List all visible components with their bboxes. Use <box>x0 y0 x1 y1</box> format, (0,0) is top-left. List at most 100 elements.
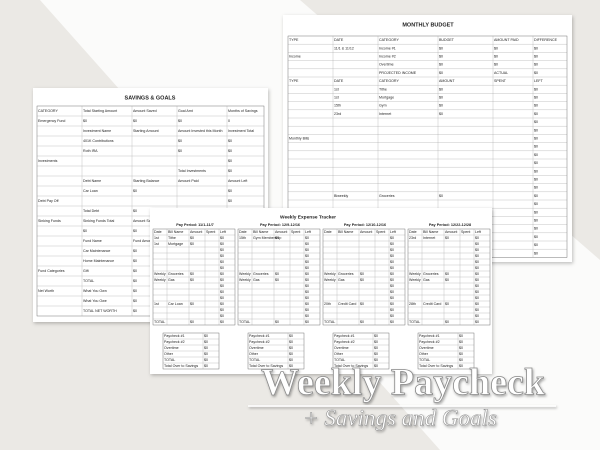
table-cell: $0 <box>534 210 538 214</box>
period-title: Pay Period: 11/1-11/7 <box>176 223 214 227</box>
table-cell: $0 <box>390 248 394 252</box>
table-cell: Paycheck #2 <box>419 340 440 344</box>
table-cell: $0 <box>360 320 364 324</box>
table-cell: $0 <box>439 87 443 91</box>
table-cell: Date <box>239 230 247 234</box>
table-cell: SPENT <box>494 79 507 83</box>
table-cell: Paycheck #1 <box>164 334 185 338</box>
table-cell: $0 <box>494 63 498 67</box>
table-cell: $0 <box>439 194 443 198</box>
table-cell: $0 <box>220 236 224 240</box>
table-cell: Paycheck #1 <box>334 334 355 338</box>
table-cell: $0 <box>360 278 364 282</box>
table-cell: Goal Amt <box>178 109 193 113</box>
table-cell: $0 <box>534 169 538 173</box>
table-cell: $0 <box>275 272 279 276</box>
table-cell: $0 <box>305 248 309 252</box>
table-cell: $0 <box>534 112 538 116</box>
table-cell: $0 <box>475 278 479 282</box>
table-cell: $0 <box>289 352 293 356</box>
table-cell: $0 <box>133 309 137 313</box>
table-cell: $0 <box>305 278 309 282</box>
table-cell: $0 <box>390 302 394 306</box>
table-cell: Amount Saved <box>133 109 157 113</box>
table-cell: Monthly Bills <box>289 136 309 140</box>
table-cell: $0 <box>190 320 194 324</box>
banner-subtitle: + Savings and Goals <box>303 405 497 430</box>
table-cell: $0 <box>220 260 224 264</box>
table-cell: $0 <box>534 235 538 239</box>
table-cell: Total Over to Savings <box>334 364 368 368</box>
table-cell: $0 <box>459 364 463 368</box>
table-cell: $0 <box>289 340 293 344</box>
table-cell: Left <box>475 230 481 234</box>
table-cell: Gift <box>83 269 89 273</box>
table-cell: $0 <box>390 308 394 312</box>
table-cell: $0 <box>305 308 309 312</box>
table-cell: $0 <box>305 254 309 258</box>
table-cell: Mortgage <box>168 242 183 246</box>
table-cell: $0 <box>133 249 137 253</box>
table-cell: $0 <box>534 153 538 157</box>
table-cell: Total Over to Savings <box>249 364 283 368</box>
table-cell: Paycheck #2 <box>249 340 270 344</box>
table-cell: $0 <box>459 352 463 356</box>
table-cell: Weekly <box>409 272 421 276</box>
table-cell: $0 <box>390 266 394 270</box>
table-cell: $0 <box>228 199 232 203</box>
table-cell: 401K Contributions <box>83 139 114 143</box>
table-cell: TOTAL <box>239 320 250 324</box>
table-cell: $0 <box>390 320 394 324</box>
table-cell: Overtime <box>164 346 179 350</box>
table-cell: Total Over to Savings <box>419 364 453 368</box>
table-cell: $0 <box>445 236 449 240</box>
table-cell: $0 <box>190 302 194 306</box>
table-cell: TOTAL <box>334 358 345 362</box>
table-cell: $0 <box>190 278 194 282</box>
table-cell: $0 <box>220 272 224 276</box>
table-cell: $0 <box>133 189 137 193</box>
table-cell: $0 <box>374 352 378 356</box>
table-cell: $0 <box>534 120 538 124</box>
table-cell: $0 <box>439 54 443 58</box>
table-cell: AMOUNT <box>439 79 455 83</box>
table-cell: Sinking Funds <box>38 219 61 223</box>
table-cell: $0 <box>534 251 538 255</box>
banner-title: Weekly Paycheck <box>261 362 546 404</box>
table-cell: Weekly <box>324 278 336 282</box>
table-cell: Months of Savings <box>228 109 258 113</box>
table-cell: $0 <box>439 71 443 75</box>
table-cell: $0 <box>390 314 394 318</box>
table-cell: $0 <box>475 284 479 288</box>
table-cell: $0 <box>305 260 309 264</box>
table-cell: Gas <box>168 278 175 282</box>
table-cell: CATEGORY <box>379 38 399 42</box>
table-cell: $0 <box>534 136 538 140</box>
table-cell: $0 <box>534 71 538 75</box>
table-cell: Overtime <box>334 346 349 350</box>
table-cell: $0 <box>289 334 293 338</box>
table-cell: Bill Name <box>253 230 268 234</box>
table-cell: $0 <box>445 272 449 276</box>
table-cell: Weekly <box>324 272 336 276</box>
table-cell: $0 <box>289 364 293 368</box>
table-cell: Gym <box>379 104 387 108</box>
table-cell: $0 <box>228 139 232 143</box>
table-cell: $0 <box>439 112 443 116</box>
table-cell: $0 <box>475 302 479 306</box>
table-cell: AMOUNT PAID <box>494 38 519 42</box>
table-cell: TOTAL <box>409 320 420 324</box>
table-cell: DIFFERENCE <box>534 38 558 42</box>
table-cell: $0 <box>475 248 479 252</box>
table-cell: $0 <box>534 161 538 165</box>
table-cell: Internet <box>423 236 435 240</box>
table-cell: Home Maintenance <box>83 259 114 263</box>
sheet-title: SAVINGS & GOALS <box>125 95 176 101</box>
table-cell: CATEGORY <box>379 79 399 83</box>
table-cell: TOTAL <box>83 279 94 283</box>
table-cell: 20th <box>324 302 331 306</box>
table-cell: $0 <box>475 296 479 300</box>
table-cell: TOTAL <box>164 358 175 362</box>
table-cell: Gas <box>423 278 430 282</box>
table-cell: $0 <box>305 302 309 306</box>
